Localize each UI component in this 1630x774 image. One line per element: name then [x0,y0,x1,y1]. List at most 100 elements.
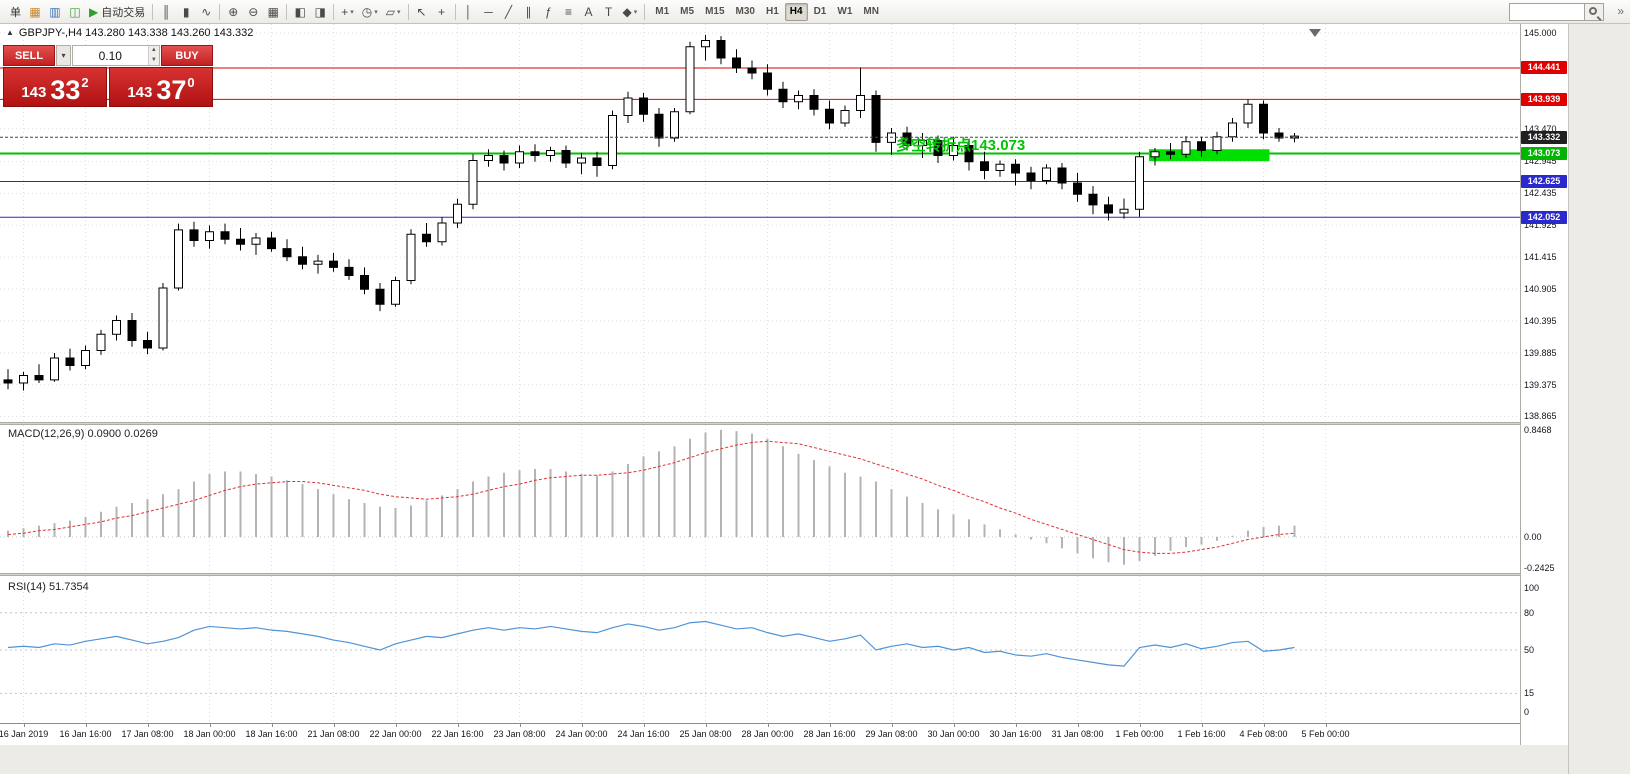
dropdown-caret-icon: ▾ [374,8,378,16]
time-axis-label: 16 Jan 2019 [0,729,49,739]
timeframe-m15[interactable]: M15 [705,6,725,17]
price-axis[interactable] [1520,24,1568,745]
timeframe-d1[interactable]: D1 [813,6,827,17]
price-badge: 143.073 [1521,146,1567,160]
channel-icon[interactable]: ∥ [519,2,539,22]
text-icon[interactable]: A [579,2,599,22]
rsi-axis-label: 50 [1524,645,1535,655]
timeframe-h1[interactable]: H1 [765,6,779,17]
timeframe-h4[interactable]: H4 [784,2,808,21]
cursor-icon-glyph: ↖ [416,4,427,19]
buy-price-button[interactable]: 143 37 0 [109,67,213,107]
panel-splitter[interactable] [0,422,1568,425]
timeframe-m1[interactable]: M1 [655,6,670,17]
fibonacci-icon[interactable]: ƒ [539,2,559,22]
timeframe-m5[interactable]: M5 [680,6,695,17]
candlestick-chart-icon[interactable]: ▮ [176,2,196,22]
new-chart-icon[interactable]: ◧ [290,2,310,22]
timeframe-w1[interactable]: W1 [837,6,853,17]
buy-price-main: 143 [127,84,153,101]
candlestick-chart-icon-glyph: ▮ [182,4,190,19]
time-tick [147,723,149,727]
time-axis-label: 30 Jan 16:00 [989,729,1042,739]
bar-chart-icon-glyph: ║ [161,4,171,19]
main-toolbar: 单 ▦ ▥ ◫ ▶ 自动交易 ║ ▮ ∿ ⊕ ⊖ ▦ ◧ ◨ + ▾ ◷ ▾ ▱ ▾ ↖ + │ ─ ╱ ∥ ƒ ≡ A T ◆ ▾ M1 M5… [0,0,1630,24]
grid-icon[interactable]: ≡ [559,2,579,22]
rsi-indicator-label: RSI(14) 51.7354 [8,581,89,593]
trendline-icon[interactable]: ╱ [499,2,519,22]
market-watch-icon[interactable]: ▥ [45,2,65,22]
symbol-search [1509,3,1604,21]
bar-chart-icon[interactable]: ║ [156,2,176,22]
zoom-in-icon[interactable]: ⊕ [223,2,243,22]
templates-icon[interactable]: ▱ ▾ [382,2,405,22]
periods-icon[interactable]: ◷ ▾ [358,2,382,22]
chart-window-icon[interactable]: ▦ [25,2,45,22]
zoom-in-icon-glyph: ⊕ [228,4,239,19]
line-chart-icon[interactable]: ∿ [196,2,216,22]
indicators-icon[interactable]: + ▾ [337,2,358,22]
chart-title: ▲ GBPJPY-,H4 143.280 143.338 143.260 143… [6,27,253,39]
zoom-out-icon-glyph: ⊖ [248,4,259,19]
sell-price-point: 2 [81,75,89,90]
horizontal-line-icon[interactable]: ─ [479,2,499,22]
buy-button[interactable]: BUY [161,45,213,66]
toolbar-overflow-icon[interactable]: » [1617,4,1624,18]
price-badge: 143.939 [1521,92,1567,106]
time-axis-label: 18 Jan 16:00 [245,729,298,739]
time-axis-label: 30 Jan 00:00 [927,729,980,739]
price-axis-label: 140.395 [1524,315,1557,326]
text-label-icon-glyph: T [604,4,613,19]
objects-icon[interactable]: ◆ ▾ [619,2,642,22]
price-axis-label: 140.905 [1524,283,1557,294]
time-tick [271,723,273,727]
search-input[interactable] [1509,3,1585,21]
time-axis-label: 22 Jan 16:00 [431,729,484,739]
line-chart-icon-glyph: ∿ [201,4,212,19]
new-order-button[interactable]: 单 [3,2,25,22]
time-axis-label: 4 Feb 08:00 [1239,729,1288,739]
trade-panel-controls: SELL ▾ ▲ ▼ BUY [3,45,213,66]
time-tick [209,723,211,727]
macd-panel-canvas[interactable] [0,425,1520,573]
rsi-axis-label: 80 [1524,607,1535,618]
search-button[interactable] [1585,3,1604,21]
time-axis-label: 21 Jan 08:00 [307,729,360,739]
toolbar-separator [644,3,646,20]
auto-trading-button[interactable]: ▶ 自动交易 [85,2,149,22]
timeframe-mn[interactable]: MN [863,6,879,17]
vertical-line-icon[interactable]: │ [459,2,479,22]
time-tick [1325,723,1327,727]
spinner-up-icon[interactable]: ▲ [150,47,157,53]
caret-down-icon: ▾ [61,51,66,60]
profiles-icon[interactable]: ◨ [310,2,330,22]
price-badge: 143.332 [1521,130,1567,144]
crosshair-icon[interactable]: + [432,2,452,22]
toolbar-button-group: 单 ▦ ▥ ◫ ▶ 自动交易 ║ ▮ ∿ ⊕ ⊖ ▦ ◧ ◨ + ▾ ◷ ▾ ▱ ▾ ↖ + │ ─ ╱ ∥ ƒ ≡ A T ◆ ▾ [3,0,648,23]
cursor-icon[interactable]: ↖ [412,2,432,22]
volume-spinner[interactable]: ▲ ▼ [147,46,159,65]
time-axis-label: 25 Jan 08:00 [679,729,732,739]
volume-dropdown-button[interactable]: ▾ [56,45,71,66]
time-axis[interactable] [0,723,1520,745]
spinner-down-icon[interactable]: ▼ [150,56,157,63]
price-chart-canvas[interactable]: 多空转折点143.073 [0,24,1520,422]
price-axis-label: 143.470 [1524,123,1557,134]
timeframe-m30[interactable]: M30 [735,6,755,17]
zoom-out-icon[interactable]: ⊖ [243,2,263,22]
tile-windows-icon[interactable]: ▦ [263,2,283,22]
panel-splitter[interactable] [0,573,1568,576]
text-label-icon[interactable]: T [599,2,619,22]
time-axis-label: 31 Jan 08:00 [1051,729,1104,739]
time-tick [395,723,397,727]
one-click-panel-toggle-icon[interactable]: ▲ [6,28,14,37]
volume-input[interactable] [73,46,148,65]
sell-price-button[interactable]: 143 33 2 [3,67,107,107]
rsi-panel-canvas[interactable] [0,576,1520,723]
price-axis-label: 142.945 [1524,156,1557,167]
new-chart-icon-glyph: ◧ [294,4,306,19]
sell-button[interactable]: SELL [3,45,55,66]
time-axis-label: 16 Jan 16:00 [59,729,112,739]
navigator-icon[interactable]: ◫ [65,2,85,22]
navigator-icon-glyph: ◫ [69,4,81,19]
